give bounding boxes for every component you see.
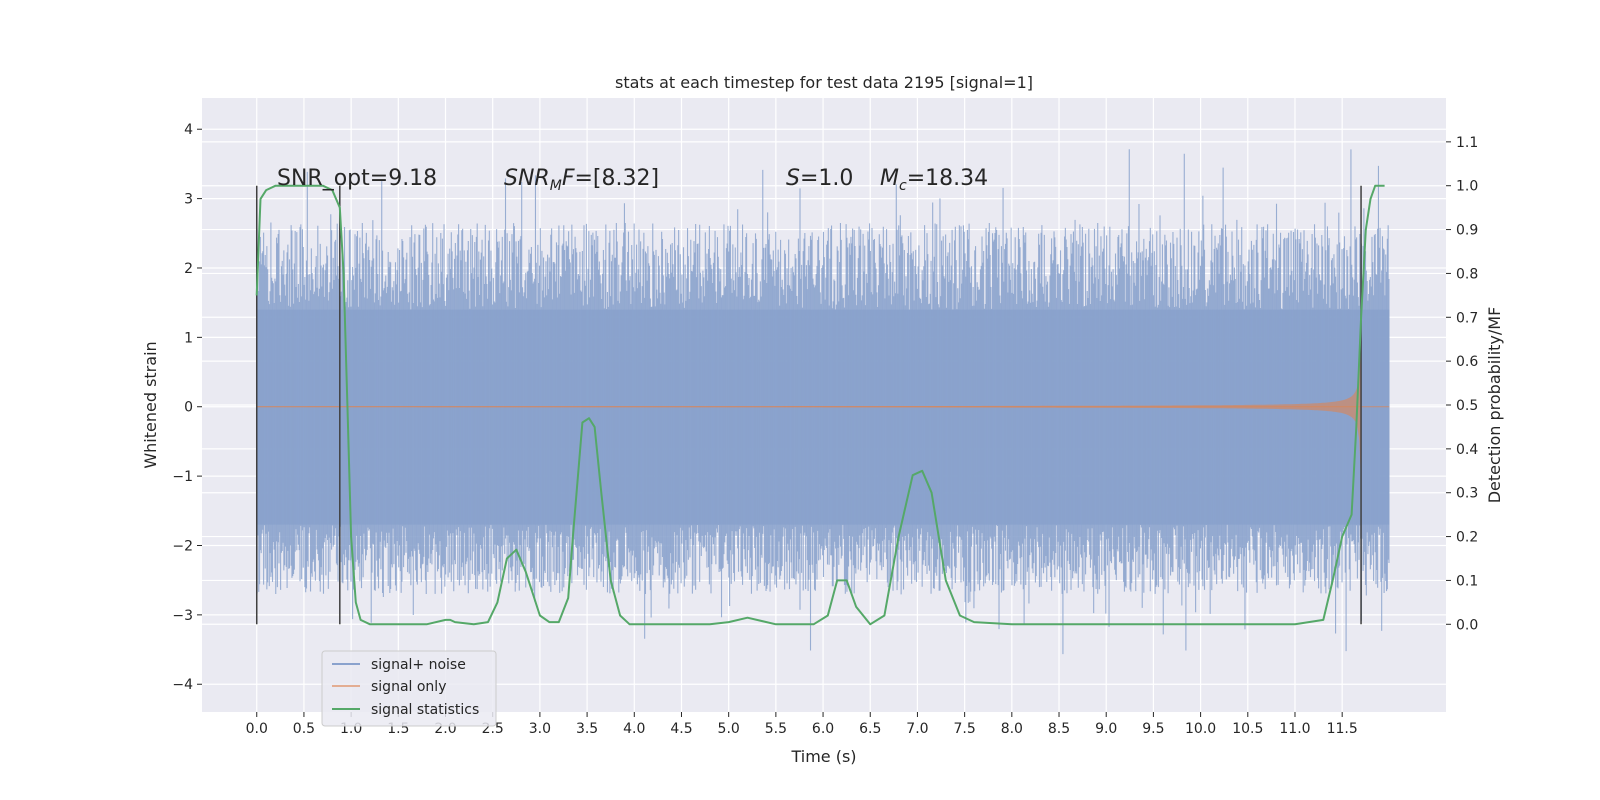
chart-title: stats at each timestep for test data 219… xyxy=(615,73,1033,92)
x-tick-label: 9.0 xyxy=(1095,721,1117,737)
x-tick-label: 4.0 xyxy=(623,721,645,737)
y-tick-label: 3 xyxy=(184,192,193,208)
annotation-snr-mf: SNRMF=[8.32] xyxy=(504,166,659,194)
statistics-line xyxy=(255,184,1385,626)
x-tick-label: 8.0 xyxy=(1001,721,1023,737)
y-tick-label: −3 xyxy=(172,608,193,624)
right-y-tick-label: 0.2 xyxy=(1456,530,1478,546)
x-axis-ticks: 0.0 0.5 1.0 1.5 2.0 2.5 3.0 3.5 4.0 4.5 5.0 5.5 6.0 6… xyxy=(246,712,1358,737)
x-tick-label: 7.0 xyxy=(906,721,928,737)
x-tick-label: 4.5 xyxy=(670,721,692,737)
x-tick-label: 5.0 xyxy=(718,721,740,737)
right-y-tick-label: 0.7 xyxy=(1456,310,1478,326)
annotation-snr-opt: SNR_opt=9.18 xyxy=(277,166,437,191)
right-y-tick-label: 0.8 xyxy=(1456,266,1478,282)
right-y-tick-label: 0.6 xyxy=(1456,354,1478,370)
right-y-tick-label: 0.1 xyxy=(1456,573,1478,589)
annotation-mc-value: =18.34 xyxy=(907,166,988,191)
legend-label-signal: signal only xyxy=(371,679,446,695)
legend-box xyxy=(321,650,497,727)
annotation-mc: Mc=18.34 xyxy=(880,166,988,194)
y-tick-label: −1 xyxy=(172,469,193,485)
x-tick-label: 0.0 xyxy=(246,721,268,737)
annotation-s: S=1.0 xyxy=(786,166,853,191)
x-tick-label: 3.5 xyxy=(576,721,598,737)
x-tick-label: 7.5 xyxy=(954,721,976,737)
right-y-tick-label: 0.5 xyxy=(1456,398,1478,414)
x-tick-label: 10.0 xyxy=(1185,721,1216,737)
annotation-s-value: =1.0 xyxy=(800,166,853,191)
right-y-tick-label: 0.0 xyxy=(1456,617,1478,633)
x-tick-label: 6.5 xyxy=(859,721,881,737)
vertical-markers xyxy=(255,185,1362,625)
y-tick-label: −4 xyxy=(172,677,193,693)
x-tick-label: 10.5 xyxy=(1232,721,1263,737)
x-tick-label: 11.5 xyxy=(1327,721,1358,737)
legend: signal+ noise signal only signal statist… xyxy=(321,650,497,727)
x-tick-label: 9.5 xyxy=(1142,721,1164,737)
y-axis-label: Whitened strain xyxy=(141,341,160,468)
annotation-snr-mf-value: =[8.32] xyxy=(574,166,659,191)
y-tick-label: −2 xyxy=(172,538,193,554)
x-tick-label: 3.0 xyxy=(529,721,551,737)
y-tick-label: 1 xyxy=(184,330,193,346)
right-y-tick-label: 1.1 xyxy=(1456,135,1478,151)
right-y-axis-label: Detection probability/MF xyxy=(1485,307,1504,504)
y-tick-label: 2 xyxy=(184,261,193,277)
signal-only-series xyxy=(256,332,1390,482)
right-y-tick-label: 0.9 xyxy=(1456,223,1478,239)
x-tick-label: 8.5 xyxy=(1048,721,1070,737)
noise-series xyxy=(256,149,1390,655)
y-axis-ticks: 4 3 2 1 0 −1 −2 −3 −4 xyxy=(172,122,202,693)
x-tick-label: 11.0 xyxy=(1279,721,1310,737)
x-tick-label: 6.0 xyxy=(812,721,834,737)
x-tick-label: 0.5 xyxy=(293,721,315,737)
legend-label-stats: signal statistics xyxy=(371,702,479,718)
right-y-tick-label: 0.3 xyxy=(1456,486,1478,502)
y-tick-label: 4 xyxy=(184,122,193,138)
statistics-series xyxy=(255,184,1385,626)
x-axis-label: Time (s) xyxy=(790,747,856,766)
right-y-axis-ticks: 1.1 1.0 0.9 0.8 0.7 0.6 0.5 0.4 0.3 0.2 0.1 0.0 xyxy=(1446,135,1478,633)
right-y-tick-label: 0.4 xyxy=(1456,442,1478,458)
x-tick-label: 5.5 xyxy=(765,721,787,737)
right-y-tick-label: 1.0 xyxy=(1456,179,1478,195)
y-tick-label: 0 xyxy=(184,400,193,416)
legend-label-noise: signal+ noise xyxy=(371,657,466,673)
